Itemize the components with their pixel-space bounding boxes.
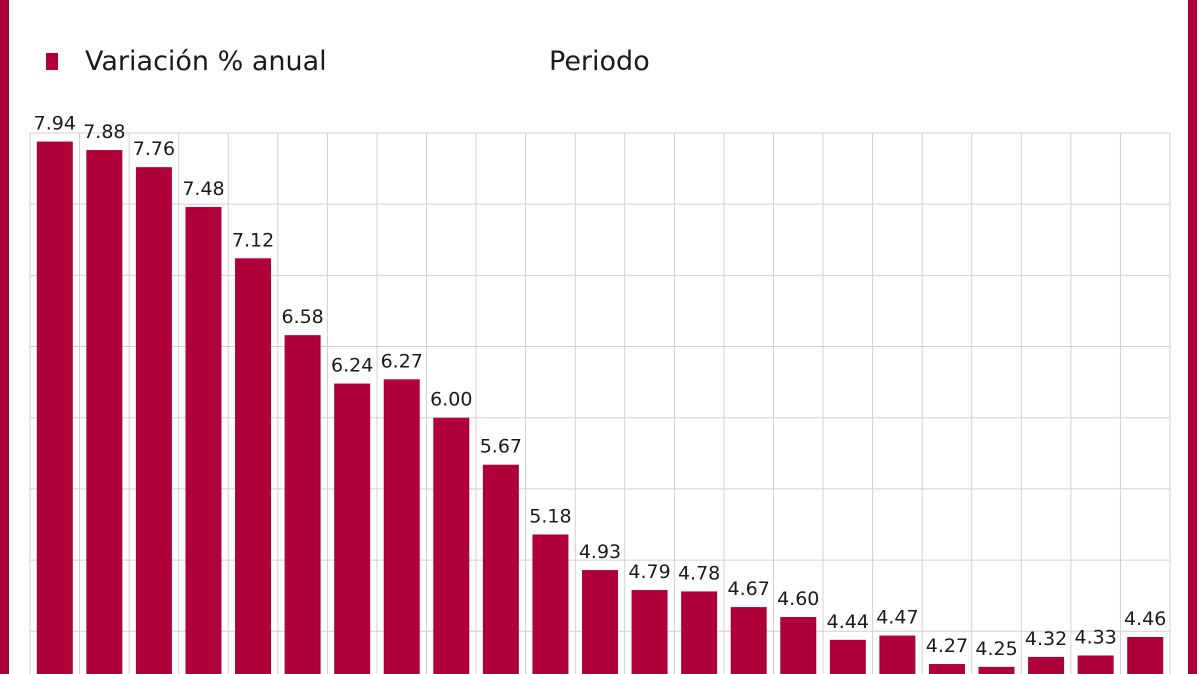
data-label: 4.79 <box>628 561 670 583</box>
data-label: 6.58 <box>281 306 323 328</box>
bar <box>730 607 767 674</box>
left-border <box>0 0 9 674</box>
x-axis-title: Periodo <box>549 46 650 77</box>
bar <box>681 591 718 674</box>
bar <box>879 635 916 674</box>
bar <box>829 639 866 674</box>
data-label: 5.18 <box>529 505 571 527</box>
data-label: 7.88 <box>83 121 125 143</box>
data-label: 4.27 <box>926 635 968 657</box>
data-label: 4.46 <box>1124 608 1166 630</box>
data-label: 6.00 <box>430 389 472 411</box>
data-label: 7.48 <box>182 178 224 200</box>
data-label: 7.76 <box>133 138 175 160</box>
data-label: 7.94 <box>34 113 76 135</box>
bar <box>433 417 470 674</box>
data-label: 7.12 <box>232 229 274 251</box>
bar <box>284 335 321 674</box>
legend-swatch <box>46 53 58 70</box>
bar <box>1028 656 1065 674</box>
data-label: 6.24 <box>331 355 373 377</box>
legend-label: Variación % anual <box>85 46 327 77</box>
data-label: 4.44 <box>827 611 869 633</box>
data-label: 5.67 <box>480 436 522 458</box>
bar <box>978 666 1015 674</box>
bar <box>631 590 668 674</box>
bar <box>1077 655 1114 674</box>
bar <box>135 167 172 674</box>
data-label: 4.60 <box>777 588 819 610</box>
bar <box>185 207 222 674</box>
data-label: 4.93 <box>579 541 621 563</box>
data-label: 4.67 <box>728 578 770 600</box>
bar <box>383 379 420 674</box>
bar <box>1127 636 1164 674</box>
bar <box>532 534 569 674</box>
bar <box>334 383 371 674</box>
bar <box>928 664 965 674</box>
bar <box>86 150 123 674</box>
data-label: 4.78 <box>678 562 720 584</box>
data-label: 4.25 <box>975 638 1017 660</box>
data-label: 4.32 <box>1025 628 1067 650</box>
bar <box>36 141 73 674</box>
right-border <box>1188 0 1197 674</box>
bar <box>235 258 272 674</box>
legend: Variación % anual <box>46 46 327 77</box>
data-label: 4.47 <box>876 607 918 629</box>
bar <box>780 617 817 674</box>
bar <box>582 570 618 674</box>
bar <box>482 464 519 674</box>
data-label: 4.33 <box>1074 626 1116 648</box>
data-label: 6.27 <box>381 350 423 372</box>
